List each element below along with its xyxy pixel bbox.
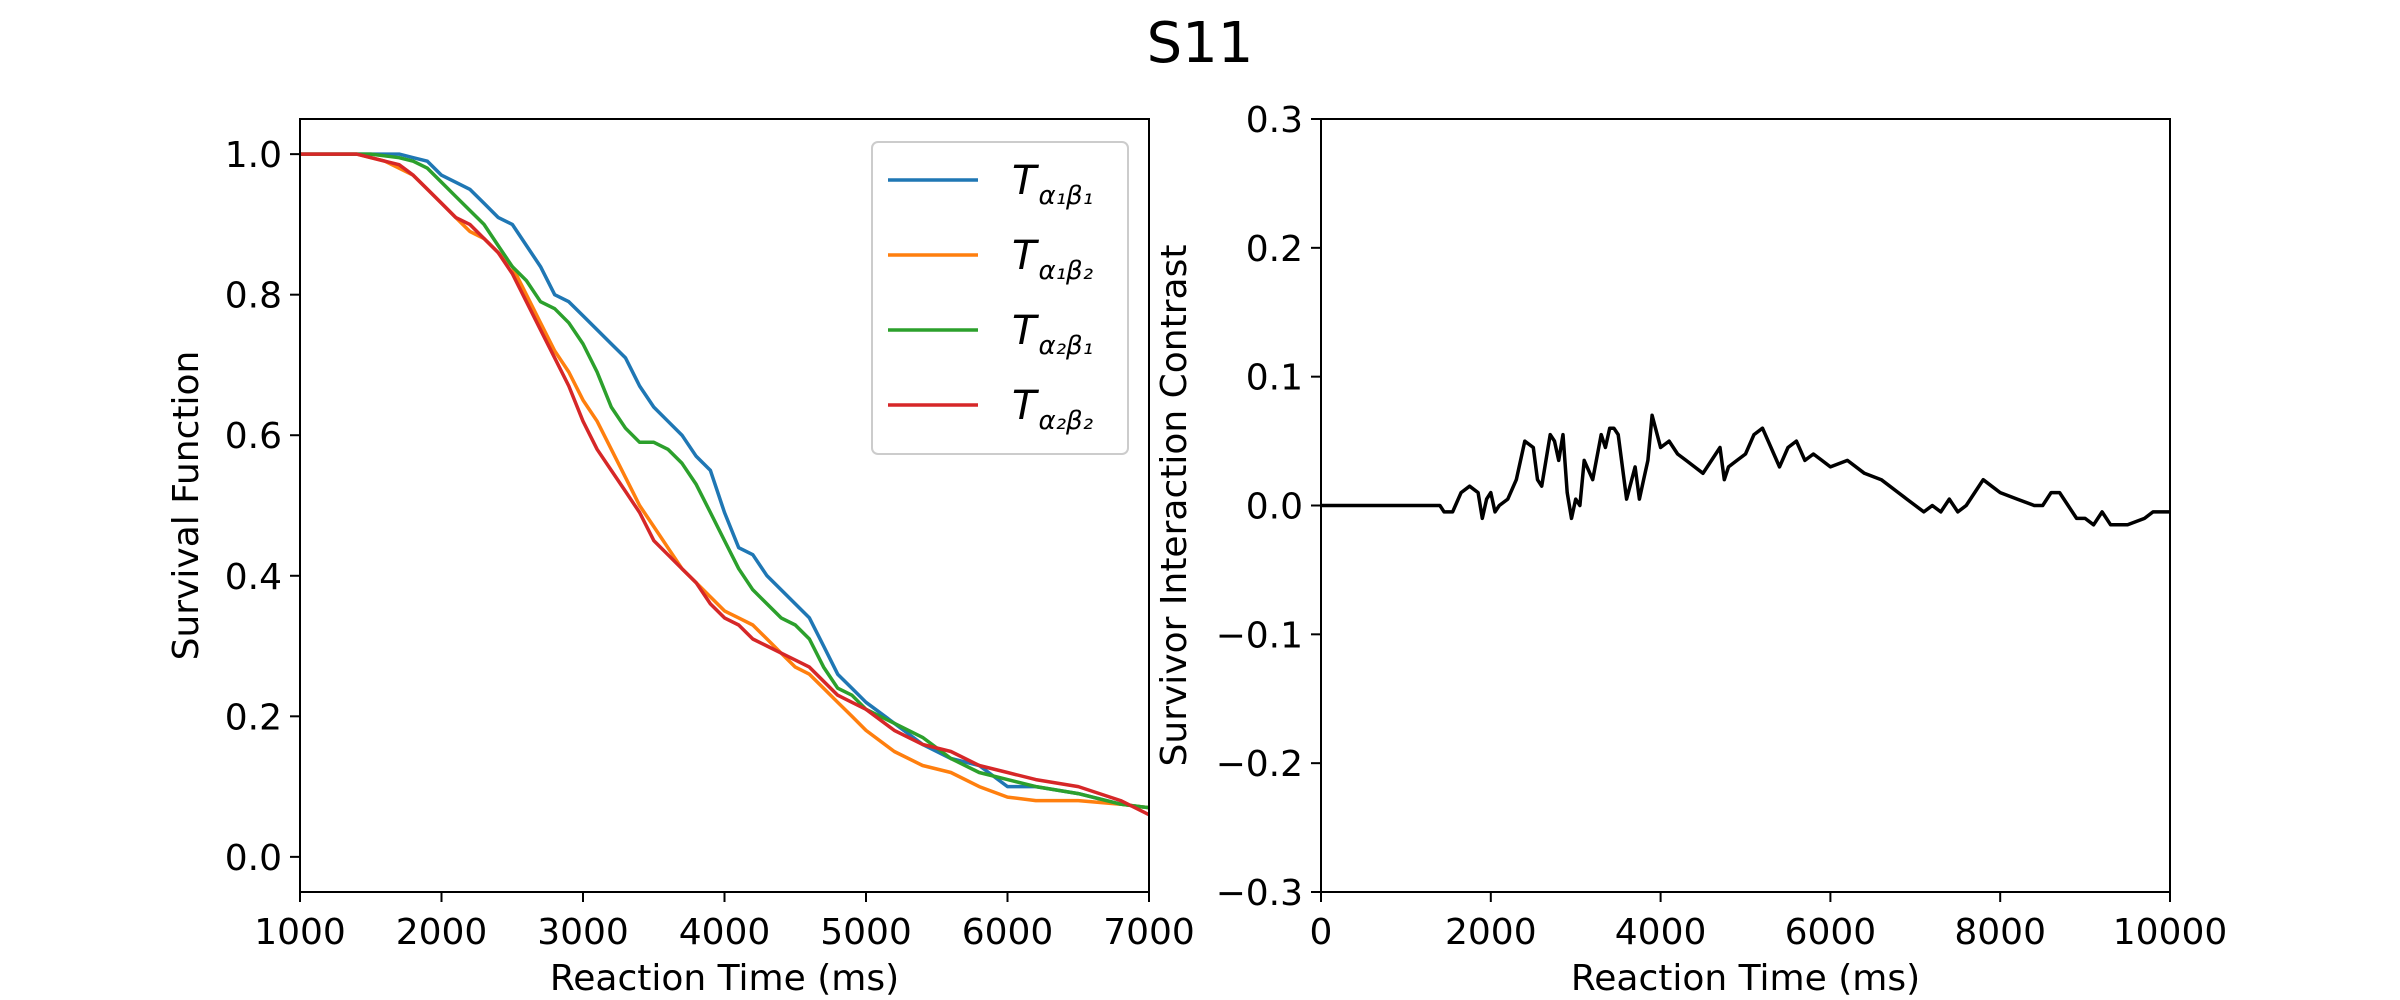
sic-y-tick-label: −0.1 bbox=[1216, 615, 1303, 656]
survival-chart: 1000 2000 3000 4000 5000 6000 7000 0.0 0.2 0.4 0.6… bbox=[166, 118, 1195, 999]
sic-ticks: 0 2000 4000 6000 8000 10000 −0.3 −0.2 −0.1 0.0 0.1… bbox=[1216, 100, 2228, 953]
sic-x-tick-label: 0 bbox=[1310, 912, 1333, 953]
survival-y-tick-label: 1.0 bbox=[225, 135, 282, 176]
sic-y-tick-label: 0.3 bbox=[1246, 100, 1303, 141]
survival-y-tick-label: 0.0 bbox=[225, 838, 282, 879]
survival-series-line-3 bbox=[300, 152, 1149, 810]
legend-label-1: Tα₁β₁ bbox=[1012, 158, 1093, 211]
survival-series-line-1 bbox=[300, 152, 1149, 810]
survival-x-tick-label: 4000 bbox=[679, 912, 771, 953]
legend-label-subscript: α₂β₁ bbox=[1038, 331, 1093, 361]
survival-ticks: 1000 2000 3000 4000 5000 6000 7000 0.0 0.2 0.4 0.6… bbox=[225, 135, 1195, 953]
legend-label-subscript: α₂β₂ bbox=[1038, 406, 1093, 436]
sic-plot-area bbox=[1321, 119, 2170, 892]
sic-y-tick-label: 0.2 bbox=[1246, 229, 1303, 270]
legend-label-main: T bbox=[1012, 308, 1040, 354]
sic-x-tick-label: 6000 bbox=[1785, 912, 1877, 953]
sic-series-group bbox=[1321, 413, 2170, 527]
survival-x-tick-label: 1000 bbox=[254, 912, 346, 953]
legend-label-4: Tα₂β₂ bbox=[1012, 383, 1093, 436]
sic-y-tick-label: −0.2 bbox=[1216, 744, 1303, 785]
legend-label-3: Tα₂β₁ bbox=[1012, 308, 1093, 361]
survival-x-tick-label: 7000 bbox=[1103, 912, 1195, 953]
survival-plot-frame bbox=[299, 118, 1150, 893]
survival-series-line-4 bbox=[300, 152, 1149, 817]
survival-x-tick-label: 3000 bbox=[537, 912, 629, 953]
legend-label-subscript: α₁β₁ bbox=[1038, 181, 1093, 211]
sic-x-axis-label: Reaction Time (ms) bbox=[1571, 958, 1920, 999]
survival-x-tick-label: 2000 bbox=[396, 912, 488, 953]
figure-title: S11 bbox=[1147, 11, 1254, 76]
legend-label-subscript: α₁β₂ bbox=[1038, 256, 1093, 286]
legend-label-main: T bbox=[1012, 158, 1040, 204]
legend-label-main: T bbox=[1012, 233, 1040, 279]
sic-x-tick-label: 4000 bbox=[1615, 912, 1707, 953]
sic-plot-frame bbox=[1320, 118, 2171, 893]
sic-series-line-1 bbox=[1321, 413, 2170, 527]
survival-x-tick-label: 6000 bbox=[962, 912, 1054, 953]
sic-chart: 0 2000 4000 6000 8000 10000 −0.3 −0.2 −0.1 0.0 0.1… bbox=[1154, 100, 2227, 999]
legend-label-main: T bbox=[1012, 383, 1040, 429]
survival-y-tick-label: 0.2 bbox=[225, 697, 282, 738]
survival-y-tick-label: 0.8 bbox=[225, 276, 282, 317]
sic-x-tick-label: 2000 bbox=[1445, 912, 1537, 953]
sic-y-axis-label: Survivor Interaction Contrast bbox=[1154, 245, 1195, 767]
survival-y-axis-label: Survival Function bbox=[166, 351, 207, 661]
survival-series-group bbox=[300, 152, 1149, 817]
survival-x-tick-label: 5000 bbox=[820, 912, 912, 953]
survival-x-axis-label: Reaction Time (ms) bbox=[550, 958, 899, 999]
sic-y-tick-label: 0.0 bbox=[1246, 487, 1303, 528]
legend-label-2: Tα₁β₂ bbox=[1012, 233, 1093, 286]
sic-x-tick-label: 8000 bbox=[1954, 912, 2046, 953]
sic-y-tick-label: −0.3 bbox=[1216, 873, 1303, 914]
survival-y-tick-label: 0.6 bbox=[225, 416, 282, 457]
sic-x-tick-label: 10000 bbox=[2113, 912, 2228, 953]
sic-y-tick-label: 0.1 bbox=[1246, 358, 1303, 399]
survival-y-tick-label: 0.4 bbox=[225, 557, 282, 598]
legend-frame bbox=[871, 141, 1129, 455]
survival-series-line-2 bbox=[300, 152, 1149, 810]
